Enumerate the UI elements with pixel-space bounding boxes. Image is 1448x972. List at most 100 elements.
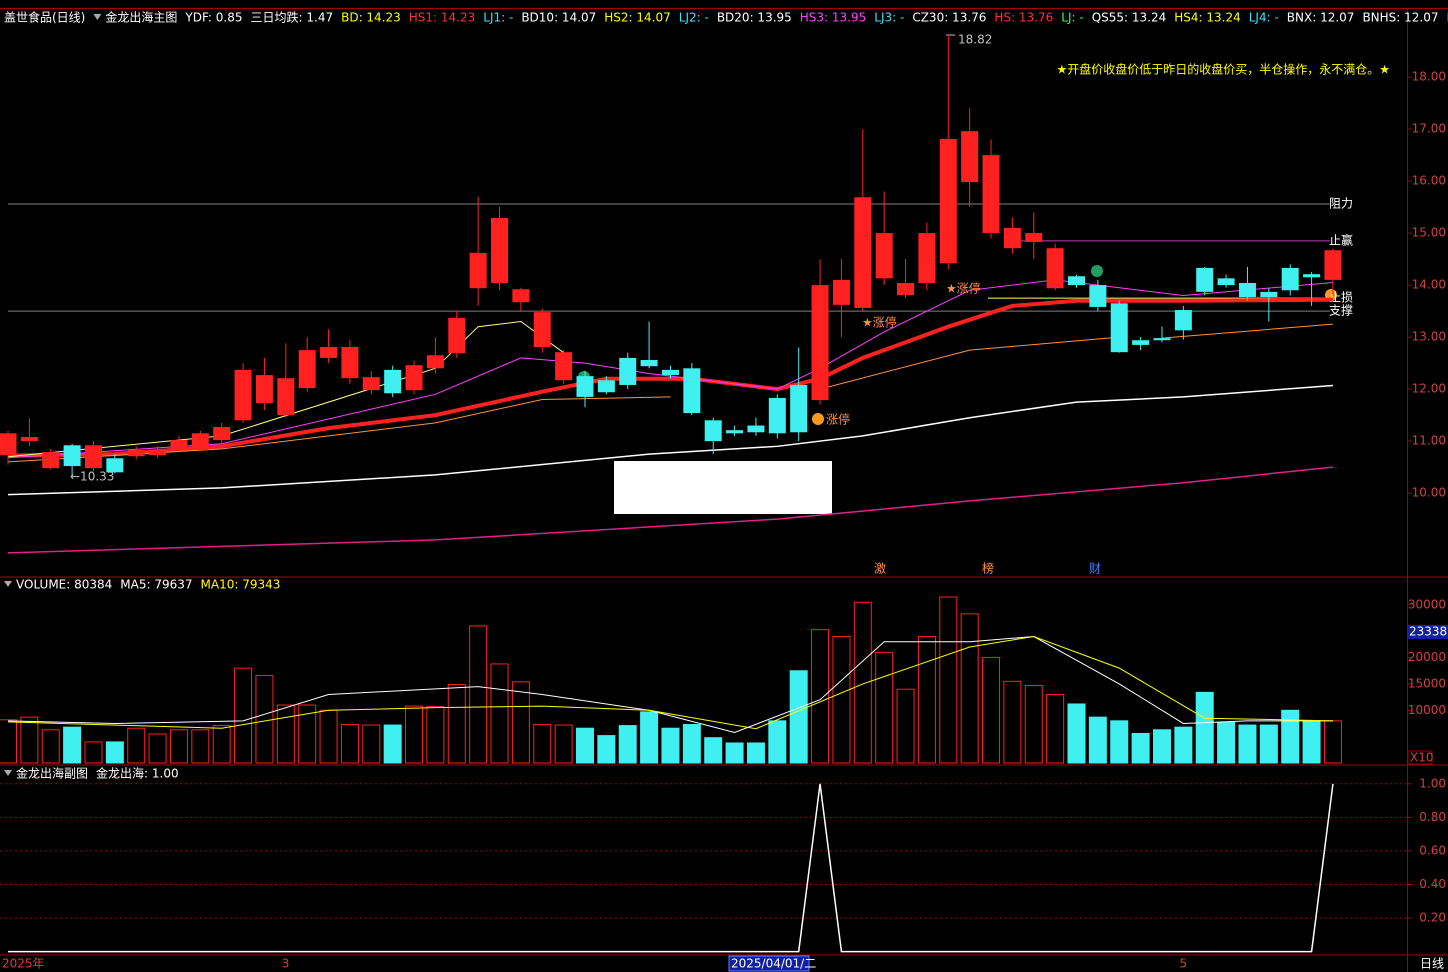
candle-body [384, 369, 402, 394]
level-label: 止赢 [1329, 232, 1353, 247]
legend-item: HS2: 14.07 [604, 11, 671, 25]
annotation: ★涨停 [946, 281, 981, 296]
volume-bar [127, 727, 146, 764]
watermark-box [614, 461, 832, 514]
y-tick-label: 14.00 [1412, 278, 1446, 292]
candle-body [277, 378, 295, 416]
volume-bar [554, 724, 573, 764]
line [7, 635, 1333, 733]
x-tick-label: 2025/04/01/二 [731, 957, 816, 971]
candle-body [191, 433, 209, 450]
volume-bar [661, 727, 680, 764]
volume-bar [618, 725, 637, 764]
volume-bar [20, 716, 39, 764]
legend-item: BD20: 13.95 [717, 11, 792, 25]
volume-bar [939, 596, 958, 764]
y-tick-label: 20000 [1408, 650, 1446, 664]
candle-body [918, 233, 936, 284]
candle-body [1132, 340, 1150, 345]
annotation: ★涨停 [862, 315, 897, 330]
y-tick-label: 1.00 [1419, 776, 1446, 790]
level-label: 阻力 [1329, 196, 1353, 210]
volume-bar [640, 711, 659, 764]
legend-item: HS: 13.76 [994, 11, 1053, 25]
legend-item: MA5: 79637 [120, 578, 192, 592]
watermark [614, 461, 832, 514]
candle-body [555, 352, 573, 381]
collapse-icon [4, 581, 12, 587]
line [7, 384, 1333, 496]
candle-body [1238, 283, 1256, 298]
candle-body [1046, 248, 1064, 289]
candle-body [1003, 227, 1021, 249]
cursor-date-box [728, 955, 810, 972]
volume-bar [84, 741, 103, 764]
candle-body [811, 285, 829, 401]
legend-item: YDF: 0.85 [184, 11, 242, 25]
volume-bar [340, 724, 359, 764]
icon [812, 413, 824, 425]
candle-body [640, 359, 658, 367]
volume-bar [853, 601, 872, 764]
candle-body [362, 377, 380, 391]
annotation: 18.82 [958, 33, 992, 47]
volume-bar [148, 733, 167, 764]
volume-bar [704, 737, 723, 764]
volume-bar [832, 636, 851, 764]
candle-body [619, 357, 637, 385]
annotation: ★开盘价收盘价低于昨日的收盘价买，半仓操作，永不满仓。★ [1056, 62, 1390, 77]
candle-body [1025, 233, 1043, 242]
y-tick-label: 0.80 [1419, 810, 1446, 824]
volume-bar [875, 651, 894, 764]
legend-item: 盖世食品(日线) [4, 10, 85, 25]
y-tick-label: 0.20 [1419, 911, 1446, 925]
annotation: 财 [1089, 562, 1101, 576]
legend-item: MA10: 79343 [201, 578, 281, 592]
legend-item: HS4: 13.24 [1174, 11, 1241, 25]
candle-body [747, 425, 765, 433]
line [7, 466, 1334, 554]
volume-bar [1110, 720, 1129, 764]
candle-body [298, 350, 316, 389]
volume-bar [575, 727, 594, 764]
candle-body [1217, 278, 1235, 286]
volume-bar [191, 729, 210, 764]
y-tick-label: 15.00 [1412, 226, 1446, 240]
candle-body [597, 380, 615, 393]
candle-body [320, 346, 338, 358]
legend-item: BNLJ: - [1447, 11, 1448, 25]
annotation: 榜 [982, 561, 994, 576]
legend-item: 金龙出海主图 [105, 10, 177, 25]
volume-bar [1281, 709, 1300, 764]
candle-body [170, 440, 188, 450]
y-tick-label: 16.00 [1412, 174, 1446, 188]
legend-item: HS1: 14.23 [409, 11, 476, 25]
candle-body [63, 445, 81, 467]
line [8, 783, 1334, 953]
candle-body [832, 279, 850, 305]
volume-bar [1024, 685, 1043, 764]
volume-bar [533, 724, 552, 764]
candle-body [255, 375, 273, 404]
y-tick-label: 15000 [1408, 676, 1446, 690]
volume-bar [469, 625, 488, 764]
legend-item: BNHS: 12.07 [1362, 11, 1438, 25]
y-tick-label: 11.00 [1412, 434, 1446, 448]
legend-item: CZ30: 13.76 [912, 11, 986, 25]
candle-body [1196, 267, 1214, 292]
candle-body [1324, 250, 1342, 280]
annotation: ←10.33 [70, 470, 114, 484]
collapse-icon [4, 770, 12, 776]
volume-bar [298, 704, 317, 764]
volume-bar [896, 688, 915, 764]
volume-bar [105, 741, 124, 764]
volume-bar [212, 725, 231, 764]
candle-body [875, 233, 893, 279]
volume-bar [1003, 680, 1022, 764]
volume-bar [1238, 724, 1257, 764]
volume-bar [1152, 729, 1171, 764]
volume-bar [1217, 721, 1236, 764]
volume-bar [960, 613, 979, 764]
volume-bar [383, 724, 402, 764]
volume-bar [1046, 693, 1065, 764]
